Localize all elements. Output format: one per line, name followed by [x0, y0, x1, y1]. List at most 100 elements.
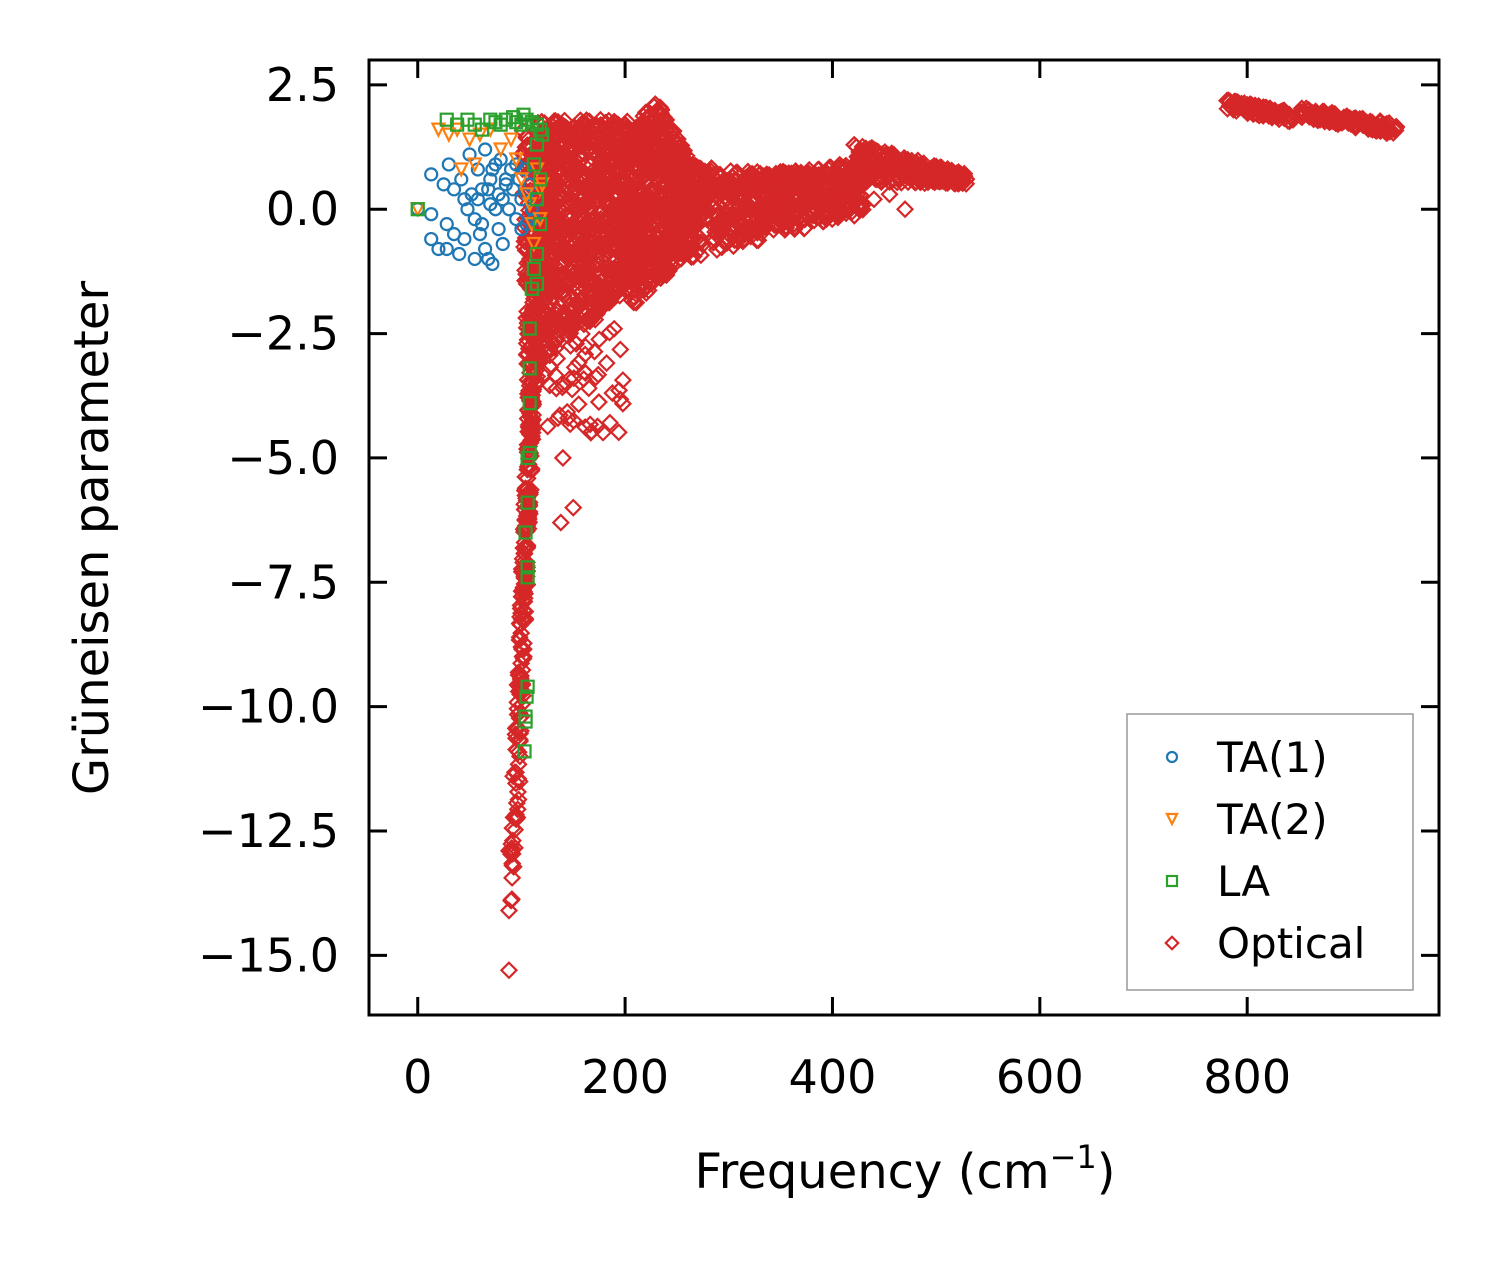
data-point: [508, 800, 527, 819]
data-point: [846, 155, 866, 174]
data-point: [658, 198, 677, 217]
data-point: [1354, 111, 1373, 130]
data-point: [581, 131, 600, 150]
data-point: [820, 158, 839, 177]
data-point: [659, 153, 678, 172]
data-point: [503, 868, 522, 887]
data-point: [1263, 106, 1282, 125]
data-point: [582, 117, 601, 136]
data-point: [609, 381, 629, 400]
data-point: [584, 150, 603, 169]
data-point: [567, 132, 586, 151]
data-point: [572, 115, 591, 134]
data-point: [641, 143, 660, 162]
data-point: [752, 224, 771, 243]
data-point: [514, 580, 533, 599]
data-point: [467, 251, 482, 267]
data-point: [930, 162, 949, 181]
data-point: [775, 207, 794, 226]
legend-marker: [1165, 750, 1179, 764]
data-point: [519, 689, 534, 704]
x-tick-label: 800: [1203, 1050, 1291, 1104]
data-point: [503, 854, 522, 873]
data-point: [643, 181, 662, 200]
data-point: [701, 162, 721, 181]
data-point: [942, 161, 961, 180]
data-point: [640, 221, 659, 240]
data-point: [498, 112, 513, 127]
data-point: [535, 364, 554, 383]
data-point: [460, 202, 475, 217]
data-point: [769, 206, 788, 225]
data-point: [634, 210, 653, 229]
data-point: [520, 679, 535, 694]
data-point: [424, 207, 439, 222]
data-point: [864, 190, 883, 209]
data-point: [843, 202, 862, 221]
data-point: [502, 834, 521, 854]
data-point: [892, 173, 911, 192]
data-point: [589, 365, 608, 384]
data-point: [540, 376, 559, 395]
data-point: [593, 215, 612, 234]
data-point: [662, 135, 681, 154]
data-point: [845, 135, 864, 154]
data-point: [532, 247, 551, 266]
axes-frame: [367, 58, 1441, 1017]
data-point: [518, 525, 533, 540]
data-point: [547, 379, 566, 398]
data-point: [410, 202, 425, 217]
data-point: [525, 250, 544, 269]
data-point: [785, 218, 804, 237]
x-axis-label-superscript: −1: [1050, 1138, 1097, 1176]
data-point: [609, 423, 628, 442]
data-point: [591, 115, 610, 135]
data-point: [529, 192, 545, 207]
data-point: [872, 171, 891, 190]
data-point: [529, 137, 545, 152]
data-point: [526, 157, 541, 172]
data-point: [563, 164, 583, 183]
legend-marker: [1164, 935, 1180, 951]
data-point: [735, 170, 754, 189]
data-point: [632, 218, 651, 238]
y-tick-label: −2.5: [227, 307, 339, 361]
data-point: [815, 204, 834, 223]
data-point: [558, 402, 577, 421]
data-point: [441, 127, 457, 144]
data-point: [662, 225, 681, 244]
data-point: [504, 857, 523, 876]
data-point: [601, 164, 620, 183]
data-point: [555, 246, 574, 265]
data-point: [579, 273, 598, 293]
data-point: [542, 256, 561, 275]
data-point: [1224, 100, 1243, 119]
x-tick-label: 200: [581, 1050, 669, 1104]
data-point: [710, 174, 729, 193]
y-axis-label: Grüneisen parameter: [64, 281, 120, 796]
data-point: [498, 172, 513, 187]
data-point: [517, 128, 536, 147]
data-point: [553, 137, 572, 156]
data-point: [694, 191, 713, 210]
data-point: [551, 186, 570, 205]
data-point: [452, 246, 467, 262]
data-point: [488, 202, 503, 217]
data-point: [600, 323, 619, 342]
y-tick-label: 0.0: [266, 182, 339, 236]
data-point: [1221, 92, 1240, 111]
data-point: [519, 388, 538, 407]
y-tick-label: −15.0: [198, 928, 339, 982]
data-point: [1250, 106, 1269, 125]
data-point: [526, 261, 541, 277]
data-point: [546, 163, 565, 182]
data-point: [606, 241, 625, 260]
data-point: [952, 172, 972, 191]
data-point: [502, 841, 521, 860]
series-layer: [409, 91, 1406, 980]
data-point: [631, 265, 650, 284]
data-point: [747, 231, 766, 250]
data-point: [554, 150, 573, 169]
data-point: [565, 358, 584, 377]
